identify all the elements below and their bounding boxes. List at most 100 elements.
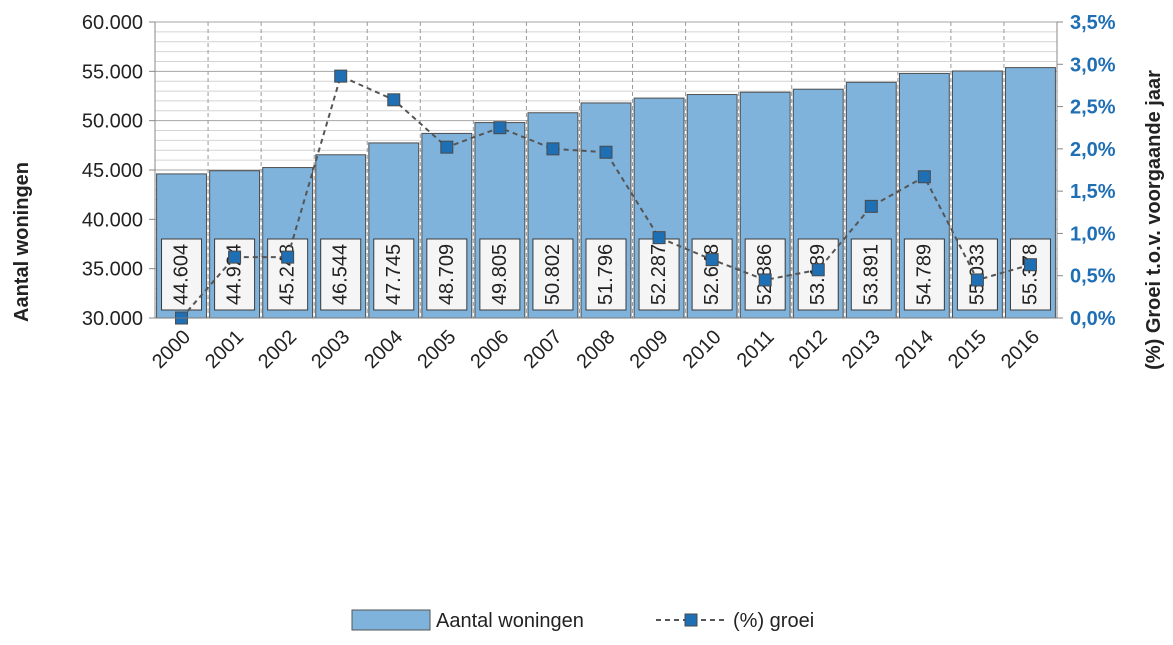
left-tick-label: 45.000 [82,160,143,182]
data-label-2005: 48.709 [426,238,468,311]
x-tick-label: 2002 [254,326,301,373]
growth-point-2007 [546,142,560,156]
data-label-box [585,238,627,311]
data-label-text: 52.287 [648,244,670,305]
data-label-text: 54.789 [913,244,935,305]
data-label-2013: 53.891 [850,238,892,311]
growth-point-2008 [599,145,613,159]
left-axis-ticks: 30.000 35.000 40.000 45.000 50.000 55.000 60.0… [82,12,155,330]
right-tick-label: 2,0% [1070,139,1116,161]
legend-label-groei: (%) groei [733,610,814,632]
data-label-2000: 44.604 [161,238,203,311]
x-tick-label: 2015 [944,326,991,373]
x-tick-label: 2010 [679,326,726,373]
data-label-2007: 50.802 [532,238,574,311]
data-label-text: 55.378 [1019,244,1041,305]
left-axis-title: Aantal woningen [11,162,33,322]
data-label-box [373,238,415,311]
bar-data-labels: 44.604 44.924 45.248 46.544 47.745 48.709 49.8… [161,238,1051,311]
vertical-gridlines [154,22,1058,318]
growth-point-2009 [652,231,666,245]
x-tick-label: 2008 [573,326,620,373]
data-label-text: 46.544 [330,244,352,305]
data-label-text: 51.796 [595,244,617,305]
right-tick-label: 1,5% [1070,181,1116,203]
legend-swatch-aantal-woningen [351,609,431,631]
right-tick-label: 2,5% [1070,97,1116,119]
data-label-box [161,238,203,311]
data-label-2008: 51.796 [585,238,627,311]
growth-line-series [175,69,1037,325]
data-label-2009: 52.287 [638,238,680,311]
growth-point-2015 [970,273,984,287]
right-tick-label: 3,0% [1070,54,1116,76]
data-label-text: 49.805 [489,244,511,305]
growth-point-2003 [334,69,348,83]
left-tick-label: 50.000 [82,111,143,133]
data-label-box [479,238,521,311]
left-tick-label: 30.000 [82,308,143,330]
data-label-text: 48.709 [436,244,458,305]
left-tick-label: 35.000 [82,259,143,281]
data-label-2010: 52.648 [691,238,733,311]
data-label-box [1009,238,1051,311]
data-label-box [638,238,680,311]
growth-point-2012 [811,263,825,277]
data-label-box [691,238,733,311]
x-tick-label: 2006 [466,326,513,373]
growth-point-2014 [917,170,931,184]
x-tick-label: 2004 [360,326,407,373]
growth-point-2004 [387,93,401,107]
growth-point-2011 [758,273,772,287]
x-tick-label: 2005 [413,326,460,373]
growth-line [180,74,1031,319]
growth-point-2010 [705,253,719,267]
x-tick-label: 2001 [201,326,248,373]
growth-point-2006 [493,121,507,135]
left-tick-label: 55.000 [82,61,143,83]
data-label-box [850,238,892,311]
data-label-text: 47.745 [383,244,405,305]
x-tick-label: 2007 [519,326,566,373]
data-label-box [903,238,945,311]
x-tick-label: 2003 [307,326,354,373]
legend-label-aantal-woningen: Aantal woningen [436,610,584,632]
data-label-box [426,238,468,311]
data-label-text: 44.604 [171,244,193,305]
left-tick-label: 40.000 [82,209,143,231]
right-axis-ticks: 0,0% 0,5% 1,0% 1,5% 2,0% 2,5% 3,0% 3,5% [1057,12,1116,330]
growth-point-2001 [228,250,242,264]
data-label-text: 52.648 [701,244,723,305]
right-axis-title: (%) Groei t.o.v. voorgaande jaar [1143,70,1165,370]
growth-point-2005 [440,140,454,154]
data-label-2004: 47.745 [373,238,415,311]
data-label-2003: 46.544 [320,238,362,311]
growth-point-2013 [864,199,878,213]
x-axis-ticks: 2000 2001 2002 2003 2004 2005 2006 2007 2008 2009… [148,326,1044,373]
x-tick-label: 2009 [626,326,673,373]
data-label-text: 50.802 [542,244,564,305]
data-label-2014: 54.789 [903,238,945,311]
data-label-box [532,238,574,311]
data-label-box [320,238,362,311]
growth-point-2002 [281,250,295,264]
data-label-2006: 49.805 [479,238,521,311]
x-tick-label: 2014 [891,326,938,373]
x-tick-label: 2016 [997,326,1044,373]
data-label-text: 53.891 [860,244,882,305]
legend-swatch-groei-marker [684,613,698,627]
right-tick-label: 0,0% [1070,308,1116,330]
x-tick-label: 2000 [148,326,195,373]
growth-point-2016 [1023,258,1037,272]
data-label-2016: 55.378 [1009,238,1051,311]
x-tick-label: 2011 [733,326,779,372]
x-tick-label: 2013 [838,326,885,373]
left-tick-label: 60.000 [82,12,143,34]
right-tick-label: 1,0% [1070,223,1116,245]
right-tick-label: 0,5% [1070,266,1116,288]
right-tick-label: 3,5% [1070,12,1116,34]
legend: Aantal woningen (%) groei [351,609,814,632]
data-label-2002: 45.248 [267,238,309,311]
x-tick-label: 2012 [785,326,832,373]
